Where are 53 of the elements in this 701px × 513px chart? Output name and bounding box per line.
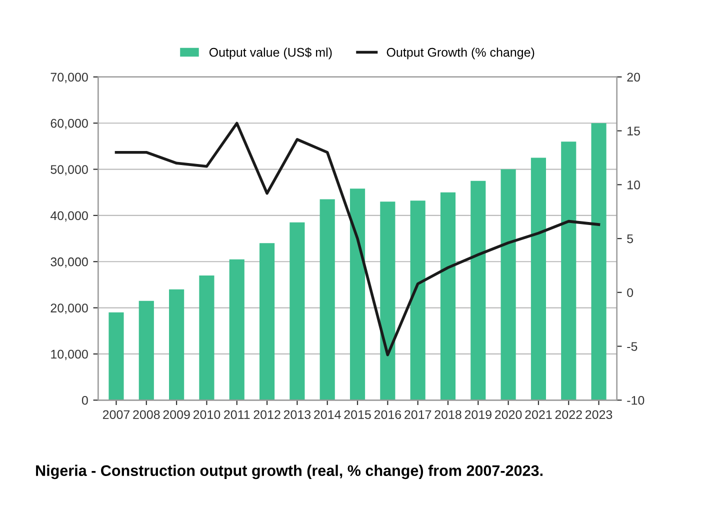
- bar: [108, 312, 124, 400]
- bar: [591, 123, 606, 400]
- bar: [440, 192, 456, 400]
- y2-tick-label: 5: [627, 234, 634, 244]
- y2-tick-label: 0: [627, 288, 634, 298]
- x-tick-label: 2020: [495, 410, 522, 420]
- y2-tick-label: 15: [628, 126, 640, 136]
- bar: [259, 243, 275, 400]
- bar: [199, 275, 214, 400]
- x-tick-label: 2018: [434, 410, 462, 420]
- bar: [500, 169, 516, 400]
- bar: [320, 199, 335, 400]
- bar: [290, 222, 305, 400]
- y-tick-label: 30,000: [50, 257, 88, 268]
- x-tick-label: 2008: [133, 410, 160, 420]
- bar: [561, 142, 576, 400]
- text: Nigeria - Construction output growth (real, % change) from 2007-2023.: [36, 464, 542, 480]
- y-tick-label: 60,000: [50, 118, 88, 130]
- y2-tick-label: -10: [627, 396, 644, 405]
- x-tick-label: 2016: [374, 410, 402, 420]
- bar: [138, 300, 154, 400]
- bar: [380, 202, 396, 400]
- x-tick-label: 2019: [464, 410, 492, 420]
- x-tick-label: 2023: [586, 410, 612, 420]
- y2-tick-label: -5: [627, 342, 638, 351]
- x-tick-label: 2013: [284, 410, 311, 420]
- bar: [229, 259, 244, 400]
- y-tick-label: 70,000: [50, 72, 88, 84]
- y2-tick-label: 10: [628, 180, 640, 190]
- x-tick-label: 2017: [404, 410, 432, 420]
- bar: [350, 188, 366, 400]
- x-tick-label: 2012: [254, 410, 280, 420]
- line-series: [114, 122, 600, 356]
- y-tick-label: 0: [82, 396, 88, 405]
- x-tick-label: 2011: [224, 410, 250, 420]
- bar: [410, 200, 426, 400]
- x-tick-label: 2015: [344, 410, 371, 420]
- x-tick-label: 2009: [163, 410, 190, 420]
- bar: [530, 158, 546, 400]
- y-tick-label: 50,000: [50, 165, 88, 176]
- y-tick-label: 40,000: [50, 211, 88, 222]
- bar: [470, 180, 486, 400]
- x-tick-label: 2022: [555, 410, 582, 420]
- x-tick-label: 2014: [314, 410, 341, 420]
- x-tick-label: 2007: [102, 410, 130, 420]
- y-tick-label: 10,000: [51, 350, 88, 360]
- y-tick-label: 20,000: [50, 304, 88, 314]
- x-tick-label: 2010: [193, 410, 220, 420]
- legend-label: Output value (US$ ml): [209, 47, 332, 60]
- x-tick-label: 2021: [525, 410, 552, 420]
- bar: [169, 289, 184, 400]
- legend-label: Output Growth (% change): [386, 48, 534, 60]
- y2-tick-label: 20: [627, 72, 640, 82]
